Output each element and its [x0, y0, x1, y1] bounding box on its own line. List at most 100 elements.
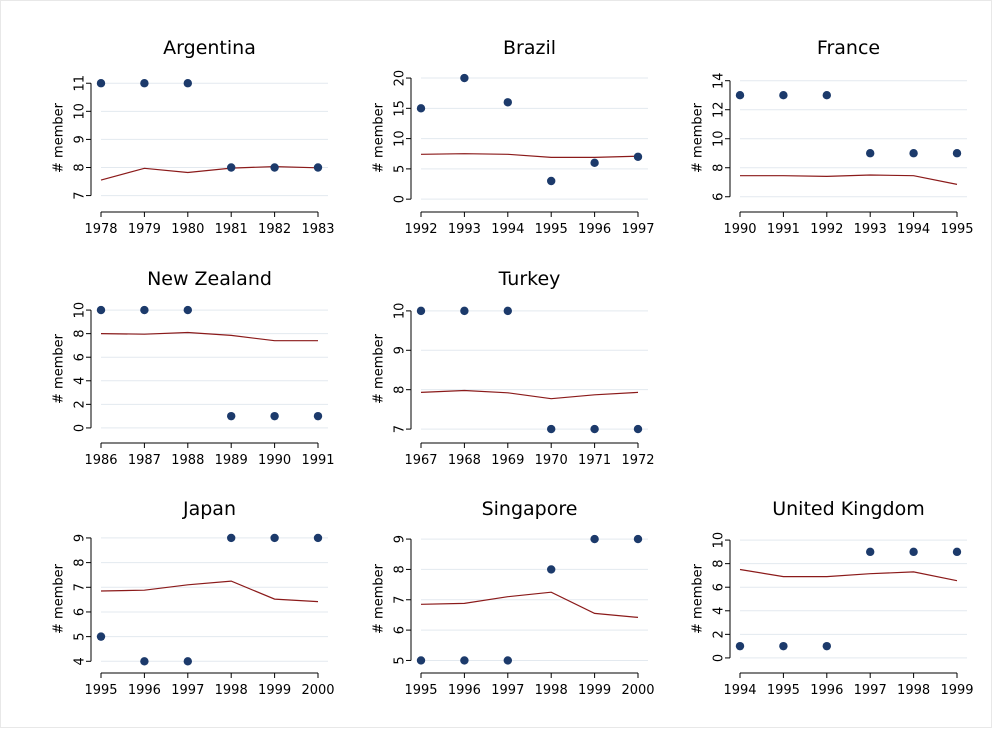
x-tick-label: 1967 — [404, 453, 437, 468]
x-tick-label: 1982 — [258, 222, 291, 237]
y-tick-label: 5 — [393, 165, 408, 173]
fitted-line — [740, 174, 958, 185]
data-point — [590, 534, 599, 544]
x-tick-label: 1996 — [448, 683, 481, 698]
x-tick-label: 1983 — [301, 222, 334, 237]
panel-title: Argentina — [163, 37, 256, 59]
data-point — [416, 306, 426, 316]
data-point — [460, 656, 469, 665]
panel-title: United Kingdom — [772, 498, 925, 520]
data-point — [227, 533, 236, 543]
data-point — [822, 641, 831, 651]
y-tick-label: 2 — [712, 630, 727, 638]
data-point — [822, 91, 831, 100]
y-tick-label: 8 — [712, 164, 727, 172]
data-point — [547, 565, 556, 574]
data-point — [909, 547, 918, 557]
y-tick-label: 9 — [393, 535, 408, 543]
fitted-line — [739, 568, 958, 582]
y-tick-label: 4 — [73, 657, 88, 665]
x-tick-label: 1968 — [448, 453, 481, 468]
x-tick-label: 1993 — [854, 222, 887, 237]
x-tick-label: 1990 — [723, 222, 756, 237]
panel-japan: Japan 4 5 6 7 8 9 # member 1995 1996 1997 1998 1999 2… — [52, 498, 335, 698]
y-tick-label: 8 — [73, 163, 88, 171]
x-tick-label: 1991 — [301, 453, 334, 468]
data-point — [866, 149, 875, 158]
data-point — [503, 98, 512, 107]
x-tick-label: 1991 — [767, 222, 800, 237]
data-point — [96, 79, 106, 88]
x-tick-label: 1999 — [258, 683, 291, 698]
y-tick-label: 10 — [393, 130, 408, 147]
x-tick-label: 1995 — [84, 683, 117, 698]
fitted-line — [100, 580, 319, 603]
x-tick-label: 1981 — [215, 222, 248, 237]
y-tick-label: 7 — [393, 425, 408, 433]
y-tick-label: 7 — [393, 596, 408, 604]
x-tick-label: 1994 — [491, 222, 524, 237]
y-tick-label: 0 — [73, 424, 88, 432]
fitted-line — [420, 591, 639, 618]
x-tick-label: 1999 — [940, 683, 973, 698]
x-tick-label: 1997 — [491, 683, 524, 698]
data-point — [227, 163, 236, 172]
y-tick-label: 8 — [73, 330, 88, 338]
panel-united-kingdom: United Kingdom 0 2 4 6 8 10 # member 1994 1995 199… — [691, 498, 974, 698]
data-point — [952, 547, 962, 557]
y-tick-label: 10 — [73, 103, 88, 120]
x-tick-label: 1994 — [723, 683, 756, 698]
y-tick-label: 2 — [73, 400, 88, 408]
panel-turkey: Turkey 7 8 9 10 # member 1967 1968 1969 1970 1971 1… — [372, 268, 655, 468]
data-point — [590, 158, 599, 168]
data-point — [503, 306, 512, 316]
panel-title: Japan — [182, 498, 236, 520]
data-point — [460, 306, 469, 316]
data-point — [735, 91, 745, 100]
y-tick-label: 10 — [712, 532, 727, 549]
y-axis-label: # member — [372, 102, 387, 173]
y-tick-label: 14 — [712, 72, 727, 89]
x-tick-label: 1994 — [897, 222, 930, 237]
data-point — [313, 533, 323, 543]
y-tick-label: 7 — [73, 583, 88, 591]
x-tick-label: 1993 — [448, 222, 481, 237]
panel-title: Brazil — [503, 37, 556, 59]
data-point — [547, 424, 556, 434]
data-point — [779, 91, 788, 100]
x-tick-label: 1995 — [535, 222, 568, 237]
panel-brazil: Brazil 0 5 10 15 20 # member 1992 1993 1994 1995 19… — [372, 37, 655, 237]
y-tick-label: 5 — [393, 656, 408, 664]
x-tick-label: 1971 — [578, 453, 611, 468]
y-tick-label: 11 — [73, 75, 88, 92]
panel-new-zealand: New Zealand 0 2 4 6 8 10 # member 1986 1987 1988 19… — [52, 268, 335, 468]
panel-title: Turkey — [498, 268, 561, 290]
x-tick-label: 1979 — [128, 222, 161, 237]
x-tick-label: 1995 — [940, 222, 973, 237]
x-tick-label: 1970 — [535, 453, 568, 468]
data-point — [416, 104, 426, 113]
fitted-line — [420, 153, 639, 158]
x-tick-label: 1969 — [491, 453, 524, 468]
x-tick-label: 1989 — [215, 453, 248, 468]
data-point — [183, 305, 192, 315]
y-axis-label: # member — [691, 102, 706, 173]
x-tick-label: 1999 — [578, 683, 611, 698]
x-tick-label: 1995 — [767, 683, 800, 698]
data-point — [96, 305, 106, 315]
y-tick-label: 6 — [73, 353, 88, 361]
data-point — [416, 656, 426, 665]
x-tick-label: 1990 — [258, 453, 291, 468]
y-axis-label: # member — [52, 563, 67, 634]
data-point — [503, 656, 512, 665]
fitted-line — [100, 165, 319, 181]
panel-title: Singapore — [482, 498, 578, 520]
y-tick-label: 4 — [73, 377, 88, 385]
y-tick-label: 9 — [73, 135, 88, 143]
x-tick-label: 1997 — [171, 683, 204, 698]
data-point — [183, 79, 192, 88]
data-point — [313, 163, 323, 172]
y-tick-label: 8 — [712, 560, 727, 568]
y-axis-label: # member — [372, 333, 387, 404]
